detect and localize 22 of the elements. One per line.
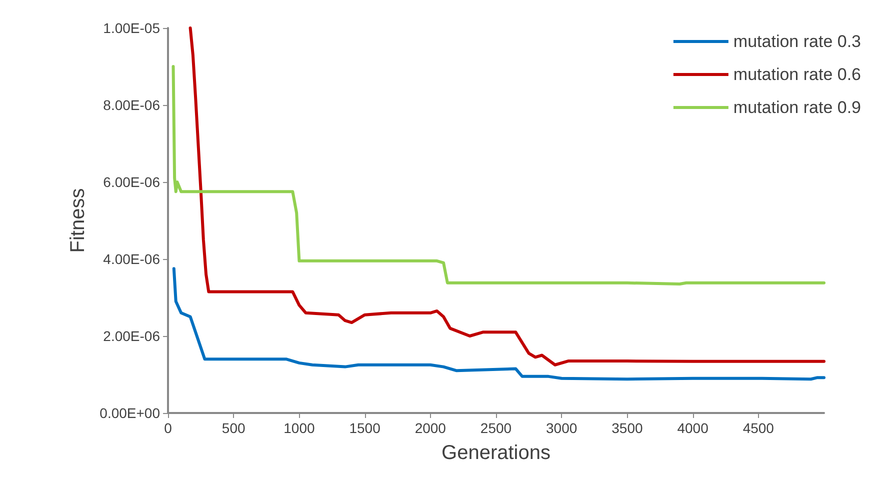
legend-label: mutation rate 0.9: [733, 98, 862, 117]
x-tick-label: 2000: [414, 420, 446, 436]
x-tick-label: 0: [164, 420, 172, 436]
x-tick-label: 3500: [612, 420, 643, 436]
x-tick-label: 500: [222, 420, 246, 436]
x-tick-label: 4000: [677, 420, 709, 436]
y-tick-label: 4.00E-06: [103, 251, 160, 267]
legend-label: mutation rate 0.6: [733, 65, 862, 84]
y-tick-label: 2.00E-06: [103, 328, 160, 344]
line-series: [172, 267, 826, 381]
x-tick-label: 1500: [349, 420, 381, 436]
x-tick-label: 4500: [742, 420, 774, 436]
x-axis-title: Generations: [442, 442, 550, 464]
y-axis-title: Fitness: [67, 188, 89, 253]
legend-label: mutation rate 0.3: [733, 32, 862, 51]
x-tick-label: 3000: [546, 420, 578, 436]
y-tick-label: 6.00E-06: [103, 174, 160, 190]
y-tick-label: 0.00E+00: [100, 405, 160, 421]
x-tick-label: 1000: [284, 420, 315, 436]
y-tick-label: 8.00E-06: [103, 97, 160, 113]
x-tick-label: 2500: [480, 420, 512, 436]
y-tick-label: 1.00E-05: [103, 20, 160, 36]
